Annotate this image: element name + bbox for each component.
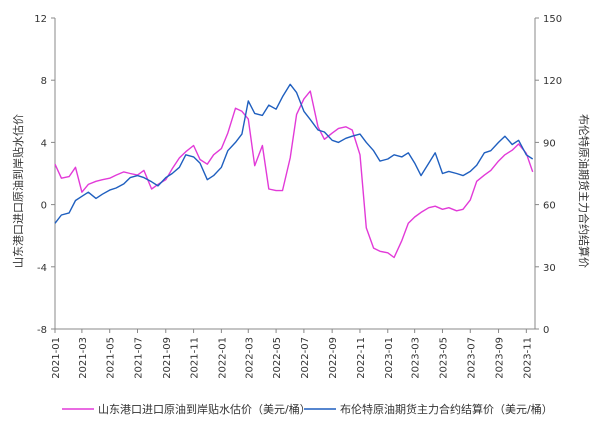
- y-right-tick-label: 30: [543, 263, 556, 274]
- x-tick-label: 2023-07: [466, 337, 477, 379]
- x-tick-label: 2022-01: [217, 337, 228, 379]
- x-tick-label: 2023-03: [411, 337, 422, 379]
- y-axis-left-ticks: -8 -4 0 4 8 12: [34, 14, 55, 336]
- y-right-tick-label: 120: [543, 76, 562, 87]
- x-tick-label: 2022-07: [300, 337, 311, 379]
- x-tick-label: 2021-03: [78, 337, 89, 379]
- x-tick-label: 2022-05: [272, 337, 283, 379]
- x-tick-label: 2022-03: [244, 337, 255, 379]
- axes: [54, 18, 536, 330]
- series-line-brent-price: [54, 83, 534, 224]
- legend: 山东港口进口原油到岸贴水估价（美元/桶） 布伦特原油期货主力合约结算价（美元/桶）: [62, 402, 553, 416]
- y-right-tick-label: 0: [543, 325, 549, 336]
- series-line-shandong-premium: [54, 90, 534, 259]
- y-left-tick-label: 12: [34, 14, 47, 25]
- y-axis-right-ticks: 0 30 60 90 120 150: [535, 14, 562, 336]
- x-tick-label: 2023-09: [495, 337, 506, 379]
- series-lines: [54, 83, 534, 259]
- x-tick-label: 2023-05: [438, 337, 449, 379]
- y-axis-left-label: 山东港口进口原油到岸贴水估价: [11, 114, 25, 268]
- legend-label: 山东港口进口原油到岸贴水估价（美元/桶）: [98, 402, 311, 416]
- y-left-tick-label: 4: [41, 138, 47, 149]
- x-tick-label: 2021-05: [106, 337, 117, 379]
- x-tick-label: 2023-11: [522, 337, 533, 379]
- y-right-tick-label: 90: [543, 138, 556, 149]
- y-left-tick-label: -4: [37, 263, 47, 274]
- x-tick-label: 2021-09: [162, 337, 173, 379]
- y-axis-right-label: 布伦特原油期货主力合约结算价: [577, 114, 591, 268]
- x-tick-label: 2021-07: [134, 337, 145, 379]
- x-tick-label: 2021-11: [190, 337, 201, 379]
- x-axis-ticks: 2021-01 2021-03 2021-05 2021-07 2021-09 2021-…: [51, 329, 533, 379]
- y-left-tick-label: 0: [41, 201, 47, 212]
- x-tick-label: 2023-01: [384, 337, 395, 379]
- x-tick-label: 2021-01: [51, 337, 62, 379]
- y-left-tick-label: 8: [41, 76, 47, 87]
- y-left-tick-label: -8: [37, 325, 47, 336]
- x-tick-label: 2022-11: [356, 337, 367, 379]
- y-right-tick-label: 60: [543, 201, 556, 212]
- legend-label: 布伦特原油期货主力合约结算价（美元/桶）: [340, 402, 553, 416]
- y-right-tick-label: 150: [543, 14, 562, 25]
- x-tick-label: 2022-09: [328, 337, 339, 379]
